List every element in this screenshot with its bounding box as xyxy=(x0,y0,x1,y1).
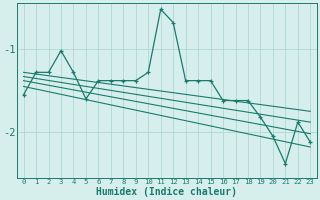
X-axis label: Humidex (Indice chaleur): Humidex (Indice chaleur) xyxy=(96,186,237,197)
